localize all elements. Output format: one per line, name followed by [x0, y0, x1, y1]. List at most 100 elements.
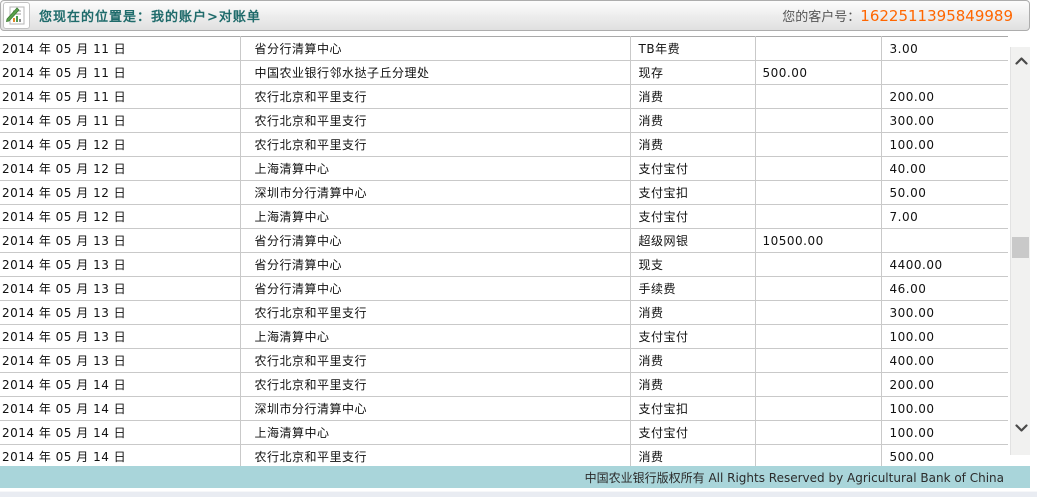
table-row: 2014 年 05 月 14 日 农行北京和平里支行 消费 200.00: [0, 372, 1008, 397]
cell-income-amount: [755, 252, 882, 277]
cell-date: 2014 年 05 月 11 日: [0, 84, 241, 109]
cell-date: 2014 年 05 月 14 日: [0, 372, 241, 397]
cell-date: 2014 年 05 月 11 日: [0, 108, 241, 133]
statement-table: 2014 年 05 月 11 日 省分行清算中心 TB年费 3.00 2014 …: [0, 36, 1008, 466]
table-row: 2014 年 05 月 13 日 省分行清算中心 现支 4400.00: [0, 252, 1008, 277]
table-row: 2014 年 05 月 13 日 农行北京和平里支行 消费 300.00: [0, 300, 1008, 325]
cell-date: 2014 年 05 月 14 日: [0, 420, 241, 445]
table-row: 2014 年 05 月 13 日 农行北京和平里支行 消费 400.00: [0, 348, 1008, 373]
cell-branch: 上海清算中心: [240, 324, 631, 349]
table-row: 2014 年 05 月 14 日 深圳市分行清算中心 支付宝扣 100.00: [0, 396, 1008, 421]
cell-branch: 省分行清算中心: [240, 36, 631, 61]
scroll-thumb[interactable]: [1012, 237, 1029, 258]
cell-branch: 上海清算中心: [240, 156, 631, 181]
table-row: 2014 年 05 月 12 日 上海清算中心 支付宝付 7.00: [0, 204, 1008, 229]
chevron-down-icon: [1014, 424, 1028, 432]
cell-branch: 中国农业银行邻水挞子丘分理处: [240, 60, 631, 85]
cell-expense-amount: [881, 228, 1008, 253]
cell-date: 2014 年 05 月 12 日: [0, 132, 241, 157]
cell-expense-amount: 46.00: [881, 276, 1008, 301]
cell-income-amount: [755, 420, 882, 445]
cell-income-amount: [755, 36, 882, 61]
cell-income-amount: [755, 132, 882, 157]
customer-number-label: 您的客户号：: [782, 10, 861, 25]
cell-expense-amount: 300.00: [881, 108, 1008, 133]
cell-transaction-type: 支付宝付: [630, 420, 756, 445]
cell-transaction-type: TB年费: [630, 36, 756, 61]
cell-transaction-type: 消费: [630, 348, 756, 373]
cell-transaction-type: 支付宝付: [630, 324, 756, 349]
customer-number: 您的客户号：1622511395849989: [782, 6, 1029, 25]
document-pencil-chart-icon: [3, 2, 30, 29]
cell-transaction-type: 消费: [630, 300, 756, 325]
cell-transaction-type: 超级网银: [630, 228, 756, 253]
scroll-down-button[interactable]: [1011, 419, 1031, 437]
cell-income-amount: [755, 108, 882, 133]
cell-income-amount: [755, 348, 882, 373]
cell-expense-amount: [881, 60, 1008, 85]
table-body: 2014 年 05 月 11 日 省分行清算中心 TB年费 3.00 2014 …: [0, 36, 1008, 466]
bottom-strip: [0, 491, 1037, 497]
cell-date: 2014 年 05 月 13 日: [0, 300, 241, 325]
cell-date: 2014 年 05 月 14 日: [0, 396, 241, 421]
cell-date: 2014 年 05 月 11 日: [0, 60, 241, 85]
cell-income-amount: [755, 276, 882, 301]
cell-date: 2014 年 05 月 13 日: [0, 252, 241, 277]
cell-branch: 深圳市分行清算中心: [240, 180, 631, 205]
cell-branch: 农行北京和平里支行: [240, 444, 631, 466]
cell-income-amount: [755, 444, 882, 466]
cell-transaction-type: 支付宝扣: [630, 180, 756, 205]
cell-expense-amount: 300.00: [881, 300, 1008, 325]
cell-transaction-type: 支付宝付: [630, 204, 756, 229]
chevron-up-icon: [1014, 57, 1028, 65]
cell-branch: 深圳市分行清算中心: [240, 396, 631, 421]
breadcrumb: 您现在的位置是：我的账户>对账单: [39, 10, 261, 25]
cell-income-amount: 500.00: [755, 60, 882, 85]
cell-transaction-type: 消费: [630, 444, 756, 466]
cell-expense-amount: 100.00: [881, 396, 1008, 421]
cell-expense-amount: 100.00: [881, 420, 1008, 445]
cell-branch: 农行北京和平里支行: [240, 132, 631, 157]
cell-date: 2014 年 05 月 11 日: [0, 36, 241, 61]
cell-branch: 省分行清算中心: [240, 228, 631, 253]
table-row: 2014 年 05 月 13 日 省分行清算中心 手续费 46.00: [0, 276, 1008, 301]
cell-income-amount: [755, 204, 882, 229]
cell-expense-amount: 200.00: [881, 372, 1008, 397]
cell-income-amount: [755, 396, 882, 421]
scroll-up-button[interactable]: [1011, 52, 1031, 70]
cell-branch: 农行北京和平里支行: [240, 300, 631, 325]
cell-branch: 上海清算中心: [240, 420, 631, 445]
table-row: 2014 年 05 月 12 日 深圳市分行清算中心 支付宝扣 50.00: [0, 180, 1008, 205]
cell-income-amount: [755, 372, 882, 397]
cell-income-amount: [755, 84, 882, 109]
cell-transaction-type: 消费: [630, 132, 756, 157]
table-row: 2014 年 05 月 12 日 上海清算中心 支付宝付 40.00: [0, 156, 1008, 181]
table-row: 2014 年 05 月 12 日 农行北京和平里支行 消费 100.00: [0, 132, 1008, 157]
cell-transaction-type: 消费: [630, 108, 756, 133]
cell-transaction-type: 消费: [630, 84, 756, 109]
table-row: 2014 年 05 月 14 日 农行北京和平里支行 消费 500.00: [0, 444, 1008, 466]
cell-transaction-type: 支付宝扣: [630, 396, 756, 421]
vertical-scrollbar[interactable]: [1010, 47, 1030, 455]
footer-bar: 中国农业银行版权所有 All Rights Reserved by Agricu…: [0, 466, 1030, 488]
cell-branch: 农行北京和平里支行: [240, 84, 631, 109]
cell-income-amount: [755, 324, 882, 349]
cell-date: 2014 年 05 月 13 日: [0, 348, 241, 373]
table-row: 2014 年 05 月 11 日 省分行清算中心 TB年费 3.00: [0, 36, 1008, 61]
cell-branch: 省分行清算中心: [240, 276, 631, 301]
cell-expense-amount: 100.00: [881, 132, 1008, 157]
table-row: 2014 年 05 月 11 日 农行北京和平里支行 消费 300.00: [0, 108, 1008, 133]
copyright-text: 中国农业银行版权所有 All Rights Reserved by Agricu…: [584, 470, 1004, 485]
cell-date: 2014 年 05 月 13 日: [0, 228, 241, 253]
cell-income-amount: [755, 180, 882, 205]
cell-date: 2014 年 05 月 12 日: [0, 204, 241, 229]
cell-expense-amount: 50.00: [881, 180, 1008, 205]
cell-transaction-type: 消费: [630, 372, 756, 397]
cell-income-amount: [755, 300, 882, 325]
customer-number-value: 1622511395849989: [860, 7, 1013, 25]
cell-date: 2014 年 05 月 14 日: [0, 444, 241, 466]
cell-transaction-type: 手续费: [630, 276, 756, 301]
cell-branch: 农行北京和平里支行: [240, 108, 631, 133]
table-row: 2014 年 05 月 13 日 省分行清算中心 超级网银 10500.00: [0, 228, 1008, 253]
